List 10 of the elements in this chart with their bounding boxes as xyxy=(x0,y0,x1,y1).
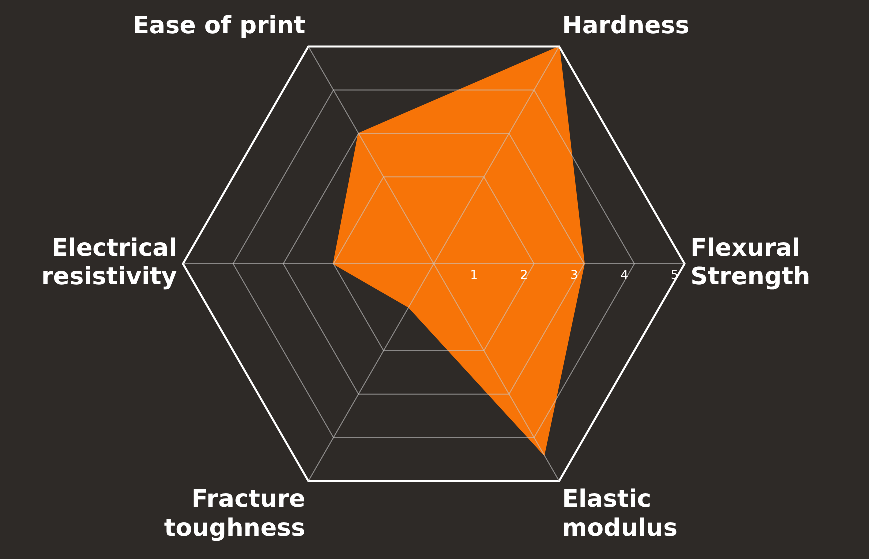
spoke-label: Hardness xyxy=(562,11,690,40)
y-tick-label: 2 xyxy=(520,268,528,282)
y-tick-label: 3 xyxy=(570,268,578,282)
spoke-label: Flexural Strength xyxy=(690,234,811,291)
spoke-label: Electrical resistivity xyxy=(42,234,178,291)
spoke-label: Elastic modulus xyxy=(562,485,678,542)
y-tick-label: 4 xyxy=(620,268,628,282)
spoke-label: Ease of print xyxy=(133,11,306,40)
spoke-label: Fracture toughness xyxy=(164,485,306,542)
y-tick-label: 1 xyxy=(470,268,478,282)
